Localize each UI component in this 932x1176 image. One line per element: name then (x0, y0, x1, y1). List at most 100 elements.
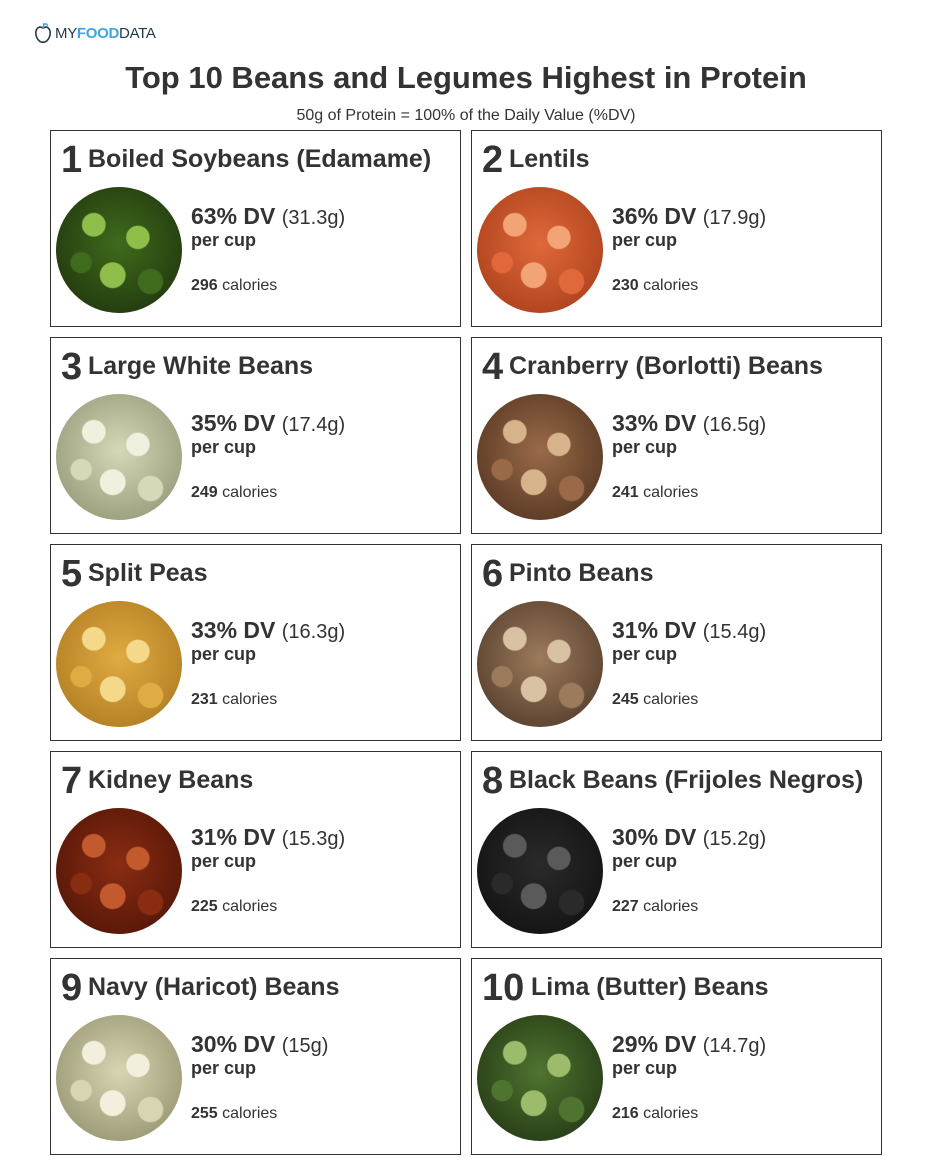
daily-value: 30% DV (15g) (191, 1031, 328, 1058)
calories-label: calories (222, 691, 278, 708)
food-image (477, 394, 603, 520)
food-name: Pinto Beans (509, 559, 654, 587)
calories: 227 calories (612, 898, 698, 916)
food-card: 2 Lentils 36% DV (17.9g) per cup 230 cal… (471, 130, 882, 327)
food-image (56, 187, 182, 313)
serving-label: per cup (191, 851, 257, 871)
food-card: 6 Pinto Beans 31% DV (15.4g) per cup 245… (471, 544, 882, 741)
daily-value: 33% DV (16.3g) (191, 617, 345, 644)
rank-number: 1 (61, 139, 83, 181)
protein-grams: (16.3g) (281, 621, 346, 643)
rank-number: 3 (61, 346, 83, 388)
calories-value: 231 (191, 691, 218, 708)
protein-grams: (31.3g) (281, 207, 346, 229)
calories: 241 calories (612, 484, 698, 502)
calories-value: 230 (612, 277, 639, 294)
rank-number: 6 (482, 553, 504, 595)
calories-value: 225 (191, 898, 218, 915)
protein-grams: (17.9g) (702, 207, 767, 229)
daily-value: 33% DV (16.5g) (612, 410, 766, 437)
calories: 230 calories (612, 277, 698, 295)
calories: 255 calories (191, 1105, 277, 1123)
food-image (56, 808, 182, 934)
rank-number: 4 (482, 346, 504, 388)
daily-value: 30% DV (15.2g) (612, 824, 766, 851)
food-card: 1 Boiled Soybeans (Edamame) 63% DV (31.3… (50, 130, 461, 327)
food-image (477, 601, 603, 727)
food-name: Large White Beans (88, 352, 314, 380)
daily-value: 31% DV (15.3g) (191, 824, 345, 851)
serving-label: per cup (612, 437, 678, 457)
calories: 296 calories (191, 277, 277, 295)
food-name: Split Peas (88, 559, 208, 587)
rank-number: 10 (482, 967, 525, 1009)
logo: MY FOOD DATA (34, 22, 156, 44)
serving-label: per cup (612, 851, 678, 871)
protein-grams: (17.4g) (281, 414, 346, 436)
food-name: Navy (Haricot) Beans (88, 973, 340, 1001)
serving-label: per cup (612, 230, 678, 250)
calories-label: calories (643, 1105, 699, 1122)
dv-percent: 31% DV (612, 617, 697, 643)
apple-icon (35, 22, 51, 43)
calories-value: 227 (612, 898, 639, 915)
food-name: Kidney Beans (88, 766, 254, 794)
calories-label: calories (643, 691, 699, 708)
dv-percent: 33% DV (191, 617, 276, 643)
food-card: 4 Cranberry (Borlotti) Beans 33% DV (16.… (471, 337, 882, 534)
daily-value: 29% DV (14.7g) (612, 1031, 766, 1058)
daily-value: 35% DV (17.4g) (191, 410, 345, 437)
calories-label: calories (643, 484, 699, 501)
food-card: 8 Black Beans (Frijoles Negros) 30% DV (… (471, 751, 882, 948)
logo-food: FOOD (76, 24, 120, 42)
dv-percent: 35% DV (191, 410, 276, 436)
food-name: Black Beans (Frijoles Negros) (509, 766, 864, 794)
logo-my: MY (55, 24, 77, 42)
protein-grams: (15.4g) (702, 621, 767, 643)
food-image (477, 187, 603, 313)
rank-number: 7 (61, 760, 83, 802)
calories: 225 calories (191, 898, 277, 916)
food-name: Lima (Butter) Beans (531, 973, 769, 1001)
calories-value: 255 (191, 1105, 218, 1122)
calories-label: calories (643, 277, 699, 294)
daily-value: 36% DV (17.9g) (612, 203, 766, 230)
protein-grams: (14.7g) (702, 1035, 767, 1057)
calories-label: calories (643, 898, 699, 915)
calories: 231 calories (191, 691, 277, 709)
dv-percent: 36% DV (612, 203, 697, 229)
rank-number: 8 (482, 760, 504, 802)
calories-value: 296 (191, 277, 218, 294)
logo-data: DATA (119, 24, 156, 42)
food-image (56, 1015, 182, 1141)
food-card: 3 Large White Beans 35% DV (17.4g) per c… (50, 337, 461, 534)
dv-percent: 31% DV (191, 824, 276, 850)
food-image (56, 394, 182, 520)
serving-label: per cup (612, 644, 678, 664)
calories-value: 249 (191, 484, 218, 501)
rank-number: 5 (61, 553, 83, 595)
serving-label: per cup (191, 1058, 257, 1078)
calories-value: 245 (612, 691, 639, 708)
food-card: 5 Split Peas 33% DV (16.3g) per cup 231 … (50, 544, 461, 741)
calories: 245 calories (612, 691, 698, 709)
food-image (477, 808, 603, 934)
dv-percent: 33% DV (612, 410, 697, 436)
dv-percent: 29% DV (612, 1031, 697, 1057)
serving-label: per cup (191, 230, 257, 250)
calories-value: 241 (612, 484, 639, 501)
dv-percent: 30% DV (191, 1031, 276, 1057)
food-image (56, 601, 182, 727)
daily-value: 63% DV (31.3g) (191, 203, 345, 230)
calories-value: 216 (612, 1105, 639, 1122)
protein-grams: (16.5g) (702, 414, 767, 436)
food-card: 7 Kidney Beans 31% DV (15.3g) per cup 22… (50, 751, 461, 948)
rank-number: 9 (61, 967, 83, 1009)
calories: 249 calories (191, 484, 277, 502)
dv-percent: 63% DV (191, 203, 276, 229)
calories-label: calories (222, 277, 278, 294)
page-subtitle: 50g of Protein = 100% of the Daily Value… (296, 107, 636, 124)
protein-grams: (15g) (281, 1035, 329, 1057)
protein-grams: (15.3g) (281, 828, 346, 850)
serving-label: per cup (191, 437, 257, 457)
